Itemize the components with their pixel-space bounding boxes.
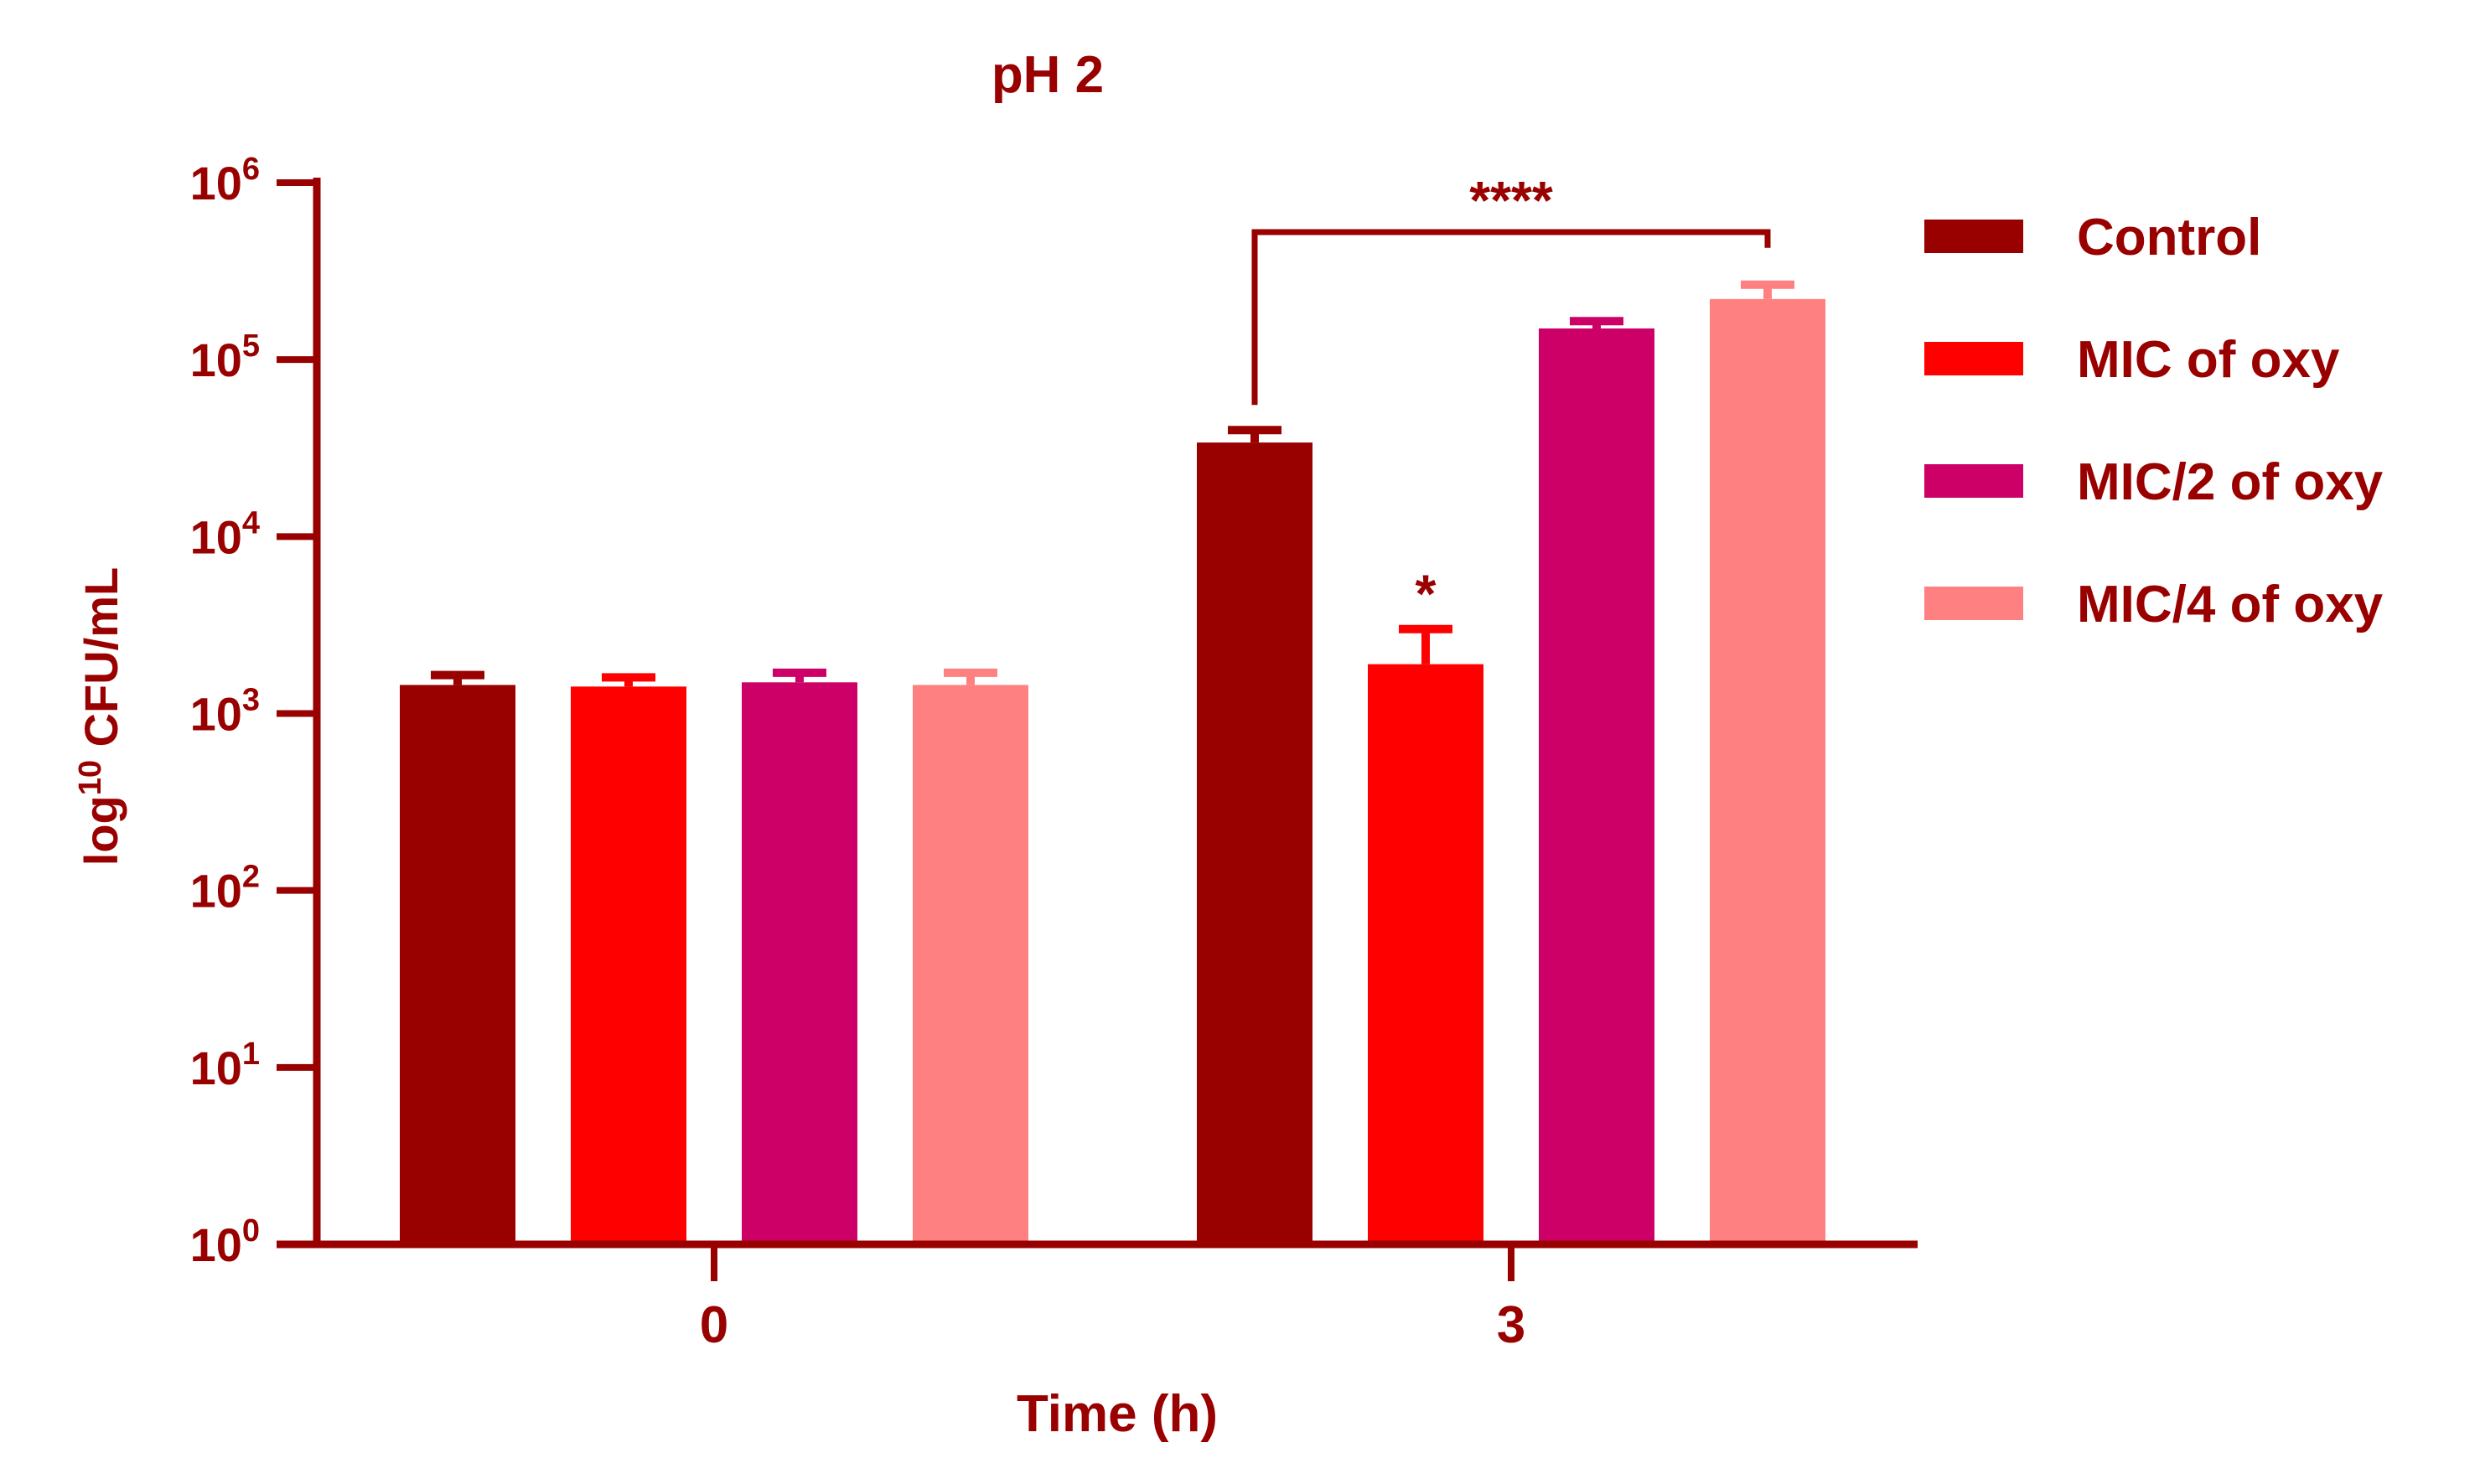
y-tick-label: 105: [190, 328, 260, 386]
y-tick-exponent: 6: [242, 152, 260, 187]
significance-label: ****: [1469, 170, 1553, 230]
bars: [400, 298, 1825, 1244]
bar: [913, 685, 1028, 1244]
significance-bracket: [1251, 229, 1771, 406]
legend-label: MIC/4 of oxy: [2077, 576, 2384, 633]
legend-label: Control: [2077, 209, 2261, 266]
y-tick-base: 10: [190, 1042, 242, 1094]
y-tick-base: 10: [190, 688, 242, 741]
legend-swatch: [1924, 587, 2023, 620]
y-tick-exponent: 0: [242, 1213, 260, 1249]
x-tick-label: 3: [1497, 1296, 1525, 1354]
bar: [1197, 442, 1312, 1244]
y-tick-base: 10: [190, 865, 242, 918]
bar: [1368, 664, 1483, 1244]
y-axis-label: log10 CFU/mL: [73, 567, 127, 866]
bar: [571, 686, 686, 1244]
y-tick-exponent: 5: [242, 328, 260, 364]
y-tick-label: 104: [190, 505, 260, 563]
bar: [1710, 298, 1825, 1244]
y-tick-label: 102: [190, 860, 260, 918]
y-tick-label: 100: [190, 1213, 260, 1271]
y-tick-label: 101: [190, 1037, 260, 1094]
x-axis-label: Time (h): [1017, 1385, 1218, 1443]
chart-title: pH 2: [991, 46, 1104, 104]
legend-label: MIC/2 of oxy: [2077, 453, 2384, 511]
y-tick-exponent: 1: [242, 1037, 260, 1072]
y-tick-exponent: 2: [242, 860, 260, 895]
y-tick-exponent: 4: [242, 505, 260, 540]
y-tick-base: 10: [190, 157, 242, 209]
error-bars: [431, 280, 1794, 687]
legend: Control MIC of oxy MIC/2 of oxy MIC/4 of ox…: [1924, 209, 2384, 633]
y-tick-label: 103: [190, 683, 260, 741]
bar: [400, 685, 515, 1244]
y-tick-base: 10: [190, 510, 242, 563]
legend-swatch: [1924, 464, 2023, 498]
legend-label: MIC of oxy: [2077, 331, 2340, 389]
legend-swatch: [1924, 220, 2023, 253]
x-tick-label: 0: [700, 1296, 728, 1354]
y-tick-base: 10: [190, 1218, 242, 1271]
legend-swatch: [1924, 342, 2023, 375]
bar: [742, 682, 857, 1244]
annotations: *****: [1251, 170, 1771, 624]
bar: [1539, 328, 1654, 1244]
y-tick-base: 10: [190, 334, 242, 386]
y-tick-label: 106: [190, 152, 260, 209]
y-tick-exponent: 3: [242, 683, 260, 718]
significance-label: *: [1416, 564, 1437, 624]
